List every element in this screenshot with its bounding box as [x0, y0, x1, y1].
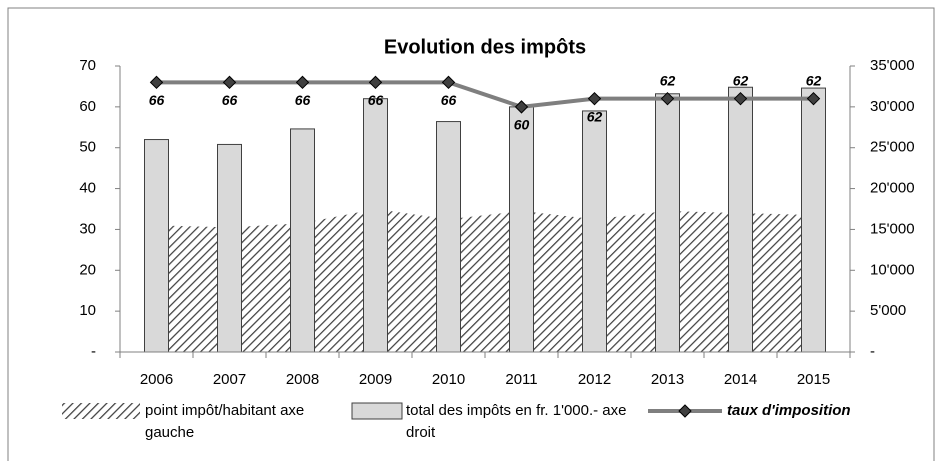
y2-tick-label: 25'000 — [870, 139, 915, 156]
data-label: 66 — [222, 92, 238, 108]
data-label: 62 — [660, 72, 676, 88]
area — [156, 209, 814, 352]
y-tick-label: 70 — [79, 57, 96, 74]
y2-tick-label: 10'000 — [870, 261, 915, 278]
y2-tick-label: 20'000 — [870, 180, 915, 197]
y2-tick-label: 30'000 — [870, 98, 915, 115]
legend-swatch-bar — [351, 402, 403, 420]
data-label: 66 — [441, 92, 457, 108]
bar — [655, 93, 680, 353]
marker — [441, 75, 456, 90]
marker — [806, 91, 821, 106]
y2-tick-label: 5'000 — [870, 302, 906, 319]
x-tick-label: 2006 — [140, 371, 173, 388]
x-tick-label: 2008 — [286, 371, 319, 388]
bar — [801, 87, 826, 353]
y-tick-label: 30 — [79, 220, 96, 237]
marker — [149, 75, 164, 90]
legend-label: taux d'imposition — [727, 402, 851, 419]
marker — [733, 91, 748, 106]
x-tick-label: 2015 — [797, 371, 830, 388]
line — [156, 80, 814, 109]
y-tick-label: 20 — [79, 261, 96, 278]
chart-title: Evolution des impôts — [384, 36, 586, 58]
marker — [295, 75, 310, 90]
bar — [144, 139, 169, 353]
bar — [217, 143, 242, 353]
x-tick-label: 2012 — [578, 371, 611, 388]
bar — [728, 86, 753, 353]
y2-tick-label: - — [870, 343, 875, 360]
marker — [514, 100, 529, 114]
x-tick-label: 2014 — [724, 371, 757, 388]
legend-swatch-marker — [678, 404, 692, 418]
y2-tick-label: 35'000 — [870, 57, 915, 74]
y-tick-label: 50 — [79, 139, 96, 156]
marker — [587, 91, 602, 106]
x-tick-label: 2011 — [505, 371, 537, 388]
x-tick-label: 2013 — [651, 371, 684, 388]
legend-label: point impôt/habitant axe gauche — [145, 402, 305, 441]
bar — [509, 106, 534, 353]
legend-label: total des impôts en fr. 1'000.- axe droi… — [406, 402, 627, 441]
chart-border — [7, 7, 935, 461]
y-tick-label: - — [91, 343, 96, 360]
data-label: 66 — [368, 92, 384, 108]
bar — [436, 121, 461, 353]
y2-tick-label: 15'000 — [870, 220, 915, 237]
bar — [363, 98, 388, 353]
data-label: 66 — [295, 92, 311, 108]
legend-swatch-area — [62, 403, 140, 419]
marker — [660, 91, 675, 106]
bar — [290, 128, 315, 353]
data-label: 60 — [514, 117, 530, 133]
y-tick-label: 10 — [79, 302, 96, 319]
data-label: 66 — [149, 92, 165, 108]
data-label: 62 — [587, 108, 603, 124]
y-tick-label: 40 — [79, 180, 96, 197]
data-label: 62 — [806, 72, 822, 88]
x-tick-label: 2007 — [213, 371, 246, 388]
marker — [368, 75, 383, 90]
x-tick-label: 2009 — [359, 371, 392, 388]
x-tick-label: 2010 — [432, 371, 465, 388]
bar — [582, 110, 607, 353]
data-label: 62 — [733, 72, 749, 88]
y-tick-label: 60 — [79, 98, 96, 115]
marker — [222, 75, 237, 90]
